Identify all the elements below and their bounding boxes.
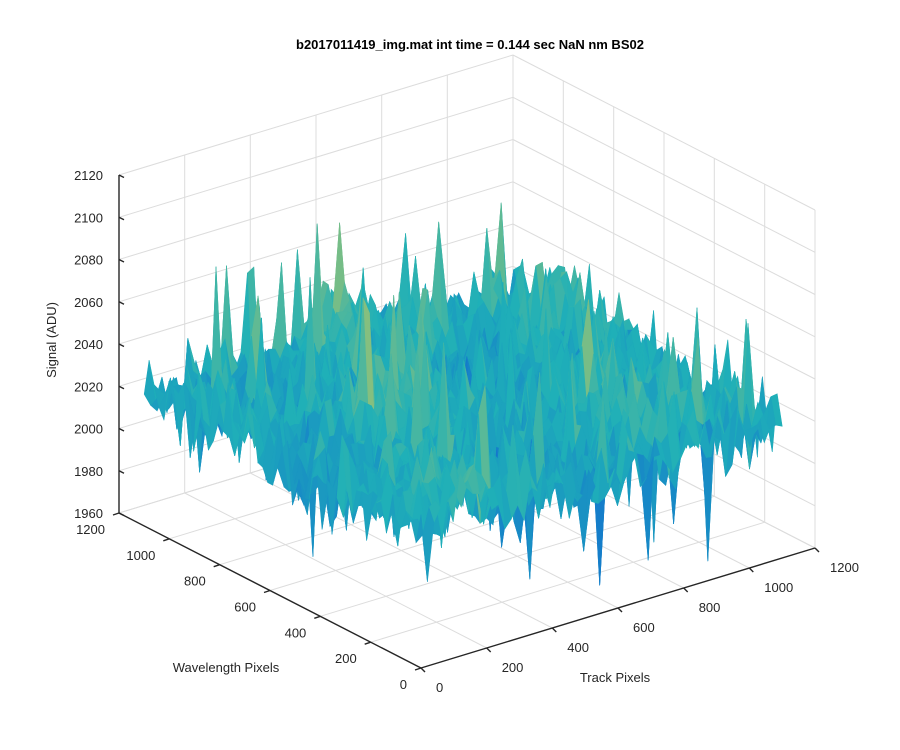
side-wall-grid-z [512, 223, 816, 380]
y-tick-label: 0 [400, 677, 407, 692]
z-tick-label: 2000 [74, 422, 103, 437]
back-wall-grid-z [118, 181, 514, 303]
floor-grid-y [370, 521, 765, 643]
chart-title: b2017011419_img.mat int time = 0.144 sec… [296, 37, 644, 52]
x-tick-label: 800 [699, 600, 721, 615]
z-tick-label: 2060 [74, 295, 103, 310]
x-tick-label: 600 [633, 620, 655, 635]
surface-layer [143, 202, 783, 586]
y-tick-label: 1000 [126, 548, 155, 563]
z-axis-label: Signal (ADU) [44, 302, 59, 378]
z-tick-label: 2120 [74, 168, 103, 183]
y-tick-label: 1200 [76, 522, 105, 537]
side-wall-grid-z [512, 96, 816, 253]
back-wall-grid-z [118, 54, 514, 176]
x-tick-label: 200 [502, 660, 524, 675]
side-wall-grid-z [512, 139, 816, 295]
y-tick-label: 800 [184, 574, 206, 589]
z-tick-label: 2080 [74, 253, 103, 268]
z-tick-label: 2040 [74, 337, 103, 352]
z-tick-label: 1960 [74, 506, 103, 521]
y-axis-label: Wavelength Pixels [173, 660, 280, 675]
x-tick-label: 400 [567, 640, 589, 655]
z-tick-label: 2100 [74, 210, 103, 225]
side-wall-grid-z [512, 54, 816, 211]
side-wall-grid-z [512, 181, 816, 338]
z-tick-label: 1980 [74, 464, 103, 479]
back-wall-grid-z [118, 96, 514, 218]
x-tick-label: 1200 [830, 560, 859, 575]
x-axis-label: Track Pixels [580, 670, 651, 685]
x-tick-label: 0 [436, 680, 443, 695]
z-tick-label: 2020 [74, 379, 103, 394]
y-tick-label: 600 [234, 600, 256, 615]
x-tick-label: 1000 [764, 580, 793, 595]
back-wall-grid-z [118, 139, 514, 260]
y-tick-label: 400 [285, 625, 307, 640]
y-tick-label: 200 [335, 651, 357, 666]
